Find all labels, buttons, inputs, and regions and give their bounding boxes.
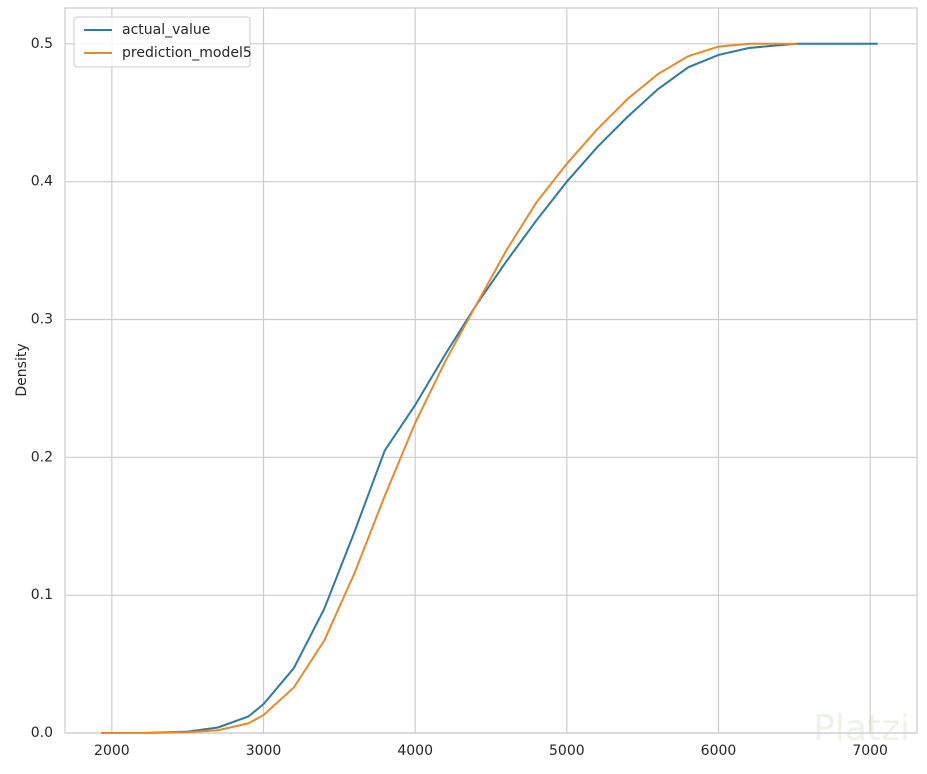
y-axis-label: Density (14, 343, 30, 396)
x-tick-label: 2000 (94, 743, 130, 759)
x-tick-label: 5000 (549, 743, 585, 759)
x-tick-label: 3000 (246, 743, 282, 759)
x-tick-label: 7000 (852, 743, 888, 759)
series-line (101, 42, 798, 734)
y-tick-label: 0.0 (31, 725, 53, 741)
legend-box (73, 16, 251, 68)
watermark: Platzi (813, 708, 910, 749)
series-line (101, 42, 878, 734)
legend-label: actual_value (122, 22, 210, 38)
y-tick-label: 0.3 (31, 312, 53, 328)
x-tick-label: 6000 (701, 743, 737, 759)
legend-label: prediction_model5 (122, 45, 252, 61)
plot-frame (64, 7, 918, 734)
x-tick-label: 4000 (397, 743, 433, 759)
y-tick-label: 0.1 (31, 587, 53, 603)
y-tick-label: 0.5 (31, 36, 53, 52)
y-tick-label: 0.4 (31, 174, 53, 190)
y-tick-label: 0.2 (31, 449, 53, 465)
